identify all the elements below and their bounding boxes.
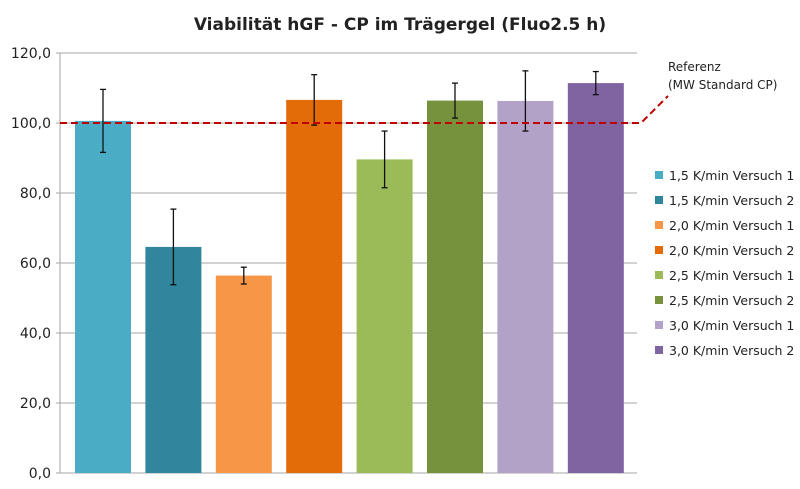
bar [75,120,131,474]
legend-label: 3,0 K/min Versuch 2 [669,343,794,358]
y-tick-label: 80,0 [20,186,51,202]
legend-swatch [655,321,663,329]
legend-swatch [655,196,663,204]
y-tick-label: 60,0 [20,256,51,272]
legend-label: 2,5 K/min Versuch 1 [669,268,794,283]
y-tick-label: 0,0 [29,466,51,482]
legend-label: 2,0 K/min Versuch 1 [669,218,794,233]
legend-label: 1,5 K/min Versuch 2 [669,193,794,208]
bar [567,83,624,473]
y-tick-label: 20,0 [20,396,51,412]
y-tick-label: 120,0 [11,46,51,62]
y-tick-label: 100,0 [11,116,51,132]
reference-label-line2: (MW Standard CP) [668,78,777,92]
legend-swatch [655,221,663,229]
legend-swatch [655,171,663,179]
bar [215,275,272,473]
bars [75,83,624,474]
y-tick-label: 40,0 [20,326,51,342]
bar [286,99,343,474]
legend-label: 1,5 K/min Versuch 1 [669,168,794,183]
bar [356,159,413,473]
legend-swatch [655,346,663,354]
error-bars [100,70,599,286]
bar [497,100,554,473]
chart-title: Viabilität hGF - CP im Trägergel (Fluo2.… [194,15,606,35]
legend-label: 2,0 K/min Versuch 2 [669,243,794,258]
reference-label-line1: Referenz [668,60,721,74]
legend-swatch [655,296,663,304]
reference-line [60,95,669,124]
y-axis: 0,0 20,0 40,0 60,0 80,0 100,0 120,0 [11,46,61,482]
legend: 1,5 K/min Versuch 1 1,5 K/min Versuch 2 2,… [655,168,794,358]
legend-swatch [655,246,663,254]
legend-label: 3,0 K/min Versuch 1 [669,318,794,333]
legend-swatch [655,271,663,279]
reference-dashed-line [60,95,669,124]
legend-label: 2,5 K/min Versuch 2 [669,293,794,308]
bar [427,100,483,473]
